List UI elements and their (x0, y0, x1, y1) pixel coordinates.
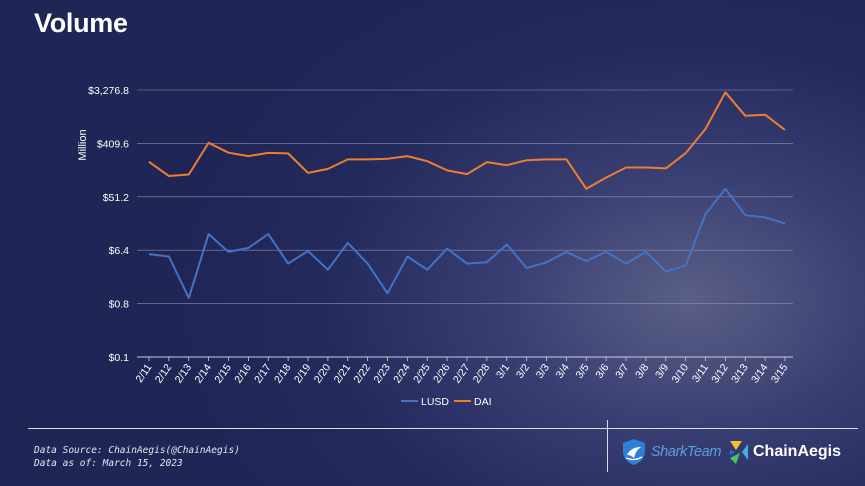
x-tick-label: 2/13 (173, 362, 195, 386)
grid-layer (137, 89, 793, 358)
chainaegis-wordmark: ChainAegis (753, 443, 842, 460)
x-tick-label: 2/22 (352, 362, 374, 386)
x-tick-label: 3/5 (573, 362, 591, 381)
shark-shield-icon (623, 439, 645, 465)
sharkteam-logo: SharkTeam (621, 438, 721, 466)
x-tick-label: 2/24 (391, 362, 413, 386)
y-tick-label: $51.2 (103, 192, 129, 204)
y-tick-label: $0.8 (109, 299, 130, 311)
x-tick-label: 3/4 (554, 362, 572, 381)
date-line: Data as of: March 15, 2023 (34, 458, 183, 469)
footer-divider (28, 428, 858, 429)
legend-label-lusd: LUSD (421, 396, 449, 408)
chainaegis-logo: ChainAegis (728, 438, 841, 466)
x-tick-label: 2/19 (292, 362, 314, 386)
series-line-dai (148, 91, 786, 190)
chainaegis-mark-icon (730, 441, 748, 464)
x-tick-label: 3/3 (534, 362, 552, 381)
x-tick-label: 3/8 (633, 362, 651, 381)
series-line-lusd (148, 187, 786, 299)
x-tick-label: 2/20 (312, 362, 334, 386)
x-tick-label: 2/26 (431, 362, 453, 386)
x-tick-label: 3/10 (670, 362, 692, 386)
x-tick-label: 2/14 (193, 362, 215, 386)
x-tick-label: 3/7 (613, 362, 631, 381)
x-tick-label: 2/18 (272, 362, 294, 386)
y-axis-label: Million (77, 129, 89, 160)
x-tick-label: 3/11 (690, 362, 711, 385)
x-tick-label: 3/13 (729, 362, 751, 386)
y-tick-label: $6.4 (109, 245, 130, 257)
x-tick-label: 2/21 (332, 362, 354, 386)
x-tick-label: 2/28 (471, 362, 493, 386)
legend-label-dai: DAI (474, 396, 492, 408)
x-tick-label: 2/23 (371, 362, 393, 386)
footer-vertical-divider (607, 420, 608, 472)
x-tick-label: 3/2 (514, 362, 532, 381)
x-tick-label: 3/1 (494, 362, 512, 381)
x-tick-label: 3/15 (769, 362, 791, 386)
x-tick-label: 3/6 (593, 362, 611, 381)
legend: LUSD DAI (401, 396, 492, 408)
x-tick-label: 3/9 (653, 362, 671, 381)
x-tick-label: 3/14 (749, 362, 771, 386)
x-tick-label: 2/17 (252, 362, 274, 386)
x-tick-label: 2/11 (133, 362, 154, 385)
y-tick-label: $3,276.8 (88, 85, 129, 97)
series-layer (148, 91, 786, 299)
x-tick-label: 2/16 (232, 362, 254, 386)
x-tick-label: 2/27 (451, 362, 473, 386)
y-tick-label: $409.6 (97, 138, 129, 150)
y-tick-label: $0.1 (109, 352, 130, 364)
x-tick-label: 2/25 (411, 362, 433, 386)
volume-chart: $0.1 $0.8 $6.4 $51.2 $409.6 $3,276.8 2/112/12… (77, 85, 793, 408)
x-tick-label: 2/12 (153, 362, 175, 386)
x-tick-labels: 2/112/122/132/142/152/162/172/182/192/20… (133, 357, 791, 386)
x-tick-label: 3/12 (709, 362, 731, 386)
page-title: Volume (34, 8, 128, 38)
y-tick-labels: $0.1 $0.8 $6.4 $51.2 $409.6 $3,276.8 (88, 85, 129, 364)
source-line: Data Source: ChainAegis(@ChainAegis) (34, 445, 240, 456)
sharkteam-wordmark: SharkTeam (651, 444, 722, 460)
x-tick-label: 2/15 (212, 362, 234, 386)
data-source-note: Data Source: ChainAegis(@ChainAegis) Dat… (34, 444, 240, 470)
